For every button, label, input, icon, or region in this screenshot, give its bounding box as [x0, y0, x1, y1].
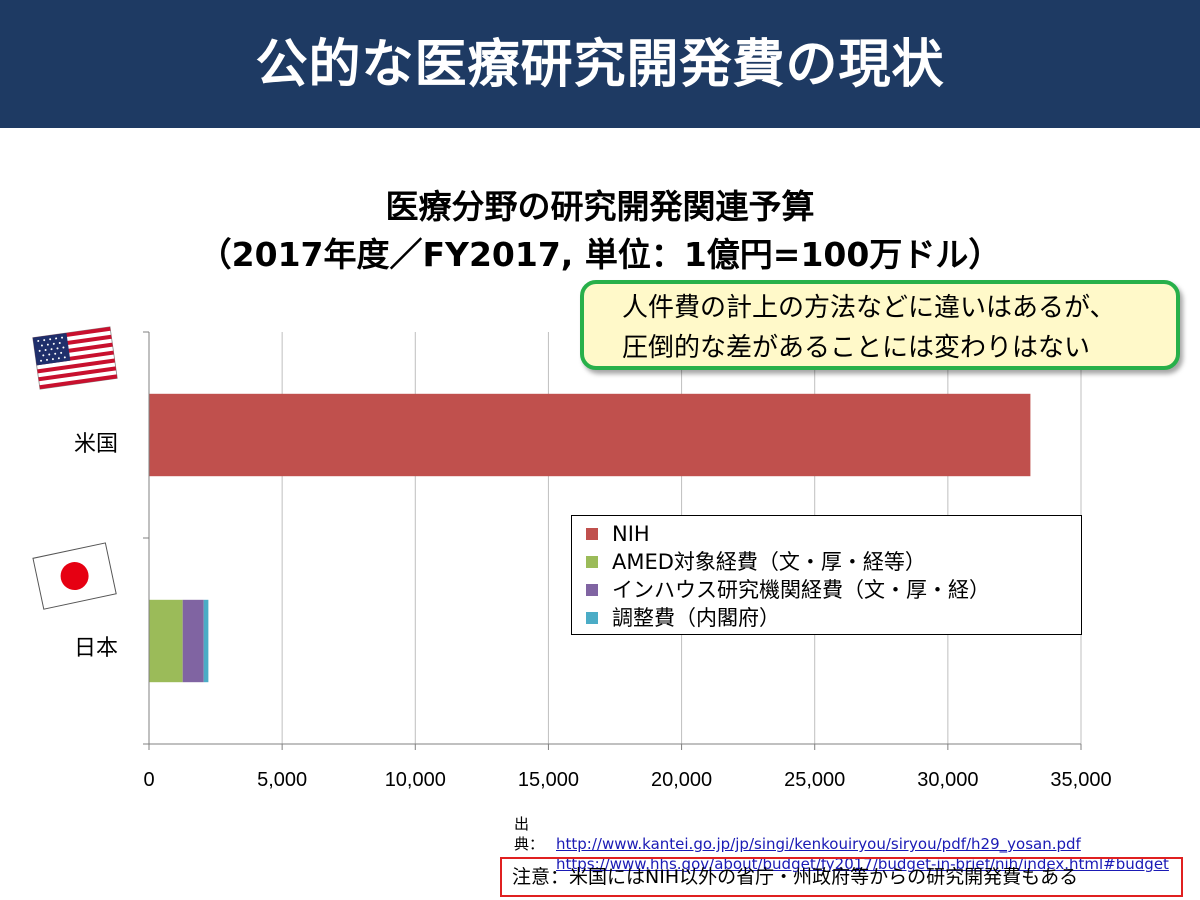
chart-subtitle: （2017年度／FY2017, 単位：1億円=100万ドル） [198, 235, 1002, 274]
source-link-hhs[interactable]: https://www.hhs.gov/about/budget/fy2017/… [556, 855, 1169, 873]
legend-label: NIH [612, 522, 650, 546]
source-label: 出典： [514, 815, 545, 853]
legend-swatch-adjustment [586, 612, 598, 624]
x-tick-label: 35,000 [1050, 769, 1111, 791]
bar-0-NIH [149, 393, 1031, 477]
category-label-japan: 日本 [74, 636, 119, 661]
x-tick-label: 5,000 [257, 769, 307, 791]
x-tick-label: 25,000 [784, 769, 845, 791]
page-title: 公的な医療研究開発費の現状 [255, 35, 945, 95]
bars [149, 393, 1031, 683]
note-box: 注意：米国にはNIH以外の省庁・州政府等からの研究開発費もある [500, 857, 1183, 897]
bar-1-インハウス研究機関経費（文・厚・経） [182, 599, 204, 683]
callout-line-2: 圧倒的な差があることには変わりはない [622, 333, 1091, 363]
legend-label: インハウス研究機関経費（文・厚・経） [612, 578, 990, 602]
chart-legend: NIH AMED対象経費（文・厚・経等） インハウス研究機関経費（文・厚・経） … [571, 515, 1082, 635]
callout-line-1: 人件費の計上の方法などに違いはあるが、 [622, 293, 1116, 323]
x-tick-label: 30,000 [917, 769, 978, 791]
legend-item-adjustment: 調整費（内閣府） [586, 604, 1081, 632]
legend-swatch-inhouse [586, 584, 598, 596]
chart-title: 医療分野の研究開発関連予算 [385, 187, 815, 226]
x-tick-label: 15,000 [518, 769, 579, 791]
bar-1-AMED対象経費（文・厚・経等） [149, 599, 183, 683]
x-tick-label: 10,000 [385, 769, 446, 791]
x-tick-label: 0 [143, 769, 154, 791]
japan-flag-icon [32, 542, 117, 610]
bar-1-調整費（内閣府） [203, 599, 209, 683]
axes [143, 331, 1082, 750]
source-citation: 出典： http://www.kantei.go.jp/jp/singi/kenk… [514, 814, 1169, 874]
legend-item-amed: AMED対象経費（文・厚・経等） [586, 548, 1081, 576]
us-flag-icon [32, 326, 118, 390]
source-link-kantei[interactable]: http://www.kantei.go.jp/jp/singi/kenkoui… [556, 835, 1081, 853]
legend-swatch-amed [586, 556, 598, 568]
legend-swatch-nih [586, 528, 598, 540]
callout-box: 人件費の計上の方法などに違いはあるが、 圧倒的な差があることには変わりはない [580, 280, 1180, 370]
legend-label: AMED対象経費（文・厚・経等） [612, 550, 926, 574]
legend-label: 調整費（内閣府） [612, 606, 780, 630]
category-label-us: 米国 [74, 432, 119, 457]
legend-item-inhouse: インハウス研究機関経費（文・厚・経） [586, 576, 1081, 604]
tick-labels: 0 5,000 10,000 15,000 20,000 25,000 30,000 35,0… [143, 769, 1111, 791]
header-bar: 公的な医療研究開発費の現状 [0, 0, 1200, 128]
legend-item-nih: NIH [586, 520, 1081, 548]
x-tick-label: 20,000 [651, 769, 712, 791]
